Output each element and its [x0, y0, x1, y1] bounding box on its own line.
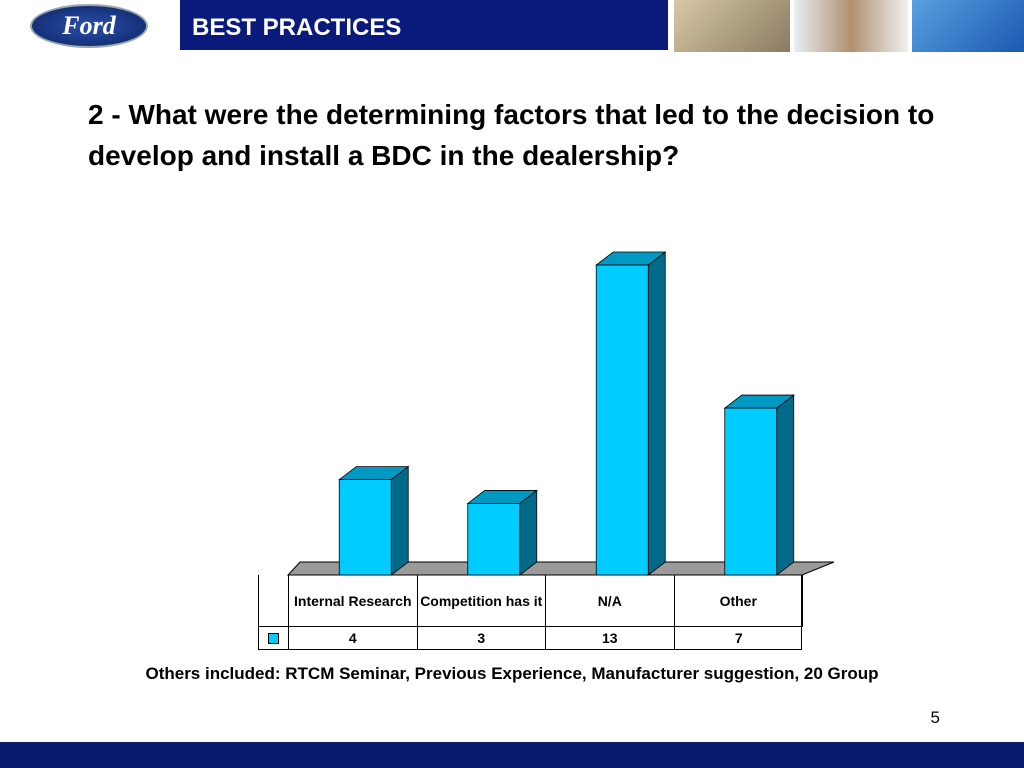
value-label: 3 [418, 627, 546, 649]
section-title: BEST PRACTICES [180, 0, 668, 50]
legend-swatch [268, 632, 279, 644]
value-label: 4 [289, 627, 418, 649]
ford-logo: Ford [30, 4, 148, 48]
bar [595, 264, 649, 576]
category-label: Competition has it [417, 575, 546, 627]
bar [724, 407, 778, 576]
bar [467, 503, 521, 576]
bar-side [776, 394, 795, 576]
slide-title: 2 - What were the determining factors th… [88, 99, 935, 171]
value-label: 13 [546, 627, 675, 649]
bar [338, 479, 392, 576]
category-label: N/A [546, 575, 675, 627]
bar-side [647, 251, 666, 576]
bar-side [390, 465, 409, 576]
photo [674, 0, 790, 52]
footer-bar [0, 742, 1024, 768]
value-label: 7 [734, 630, 743, 646]
legend-cell [259, 627, 289, 649]
photo [794, 0, 908, 52]
category-label: Internal Research [289, 575, 418, 627]
page-number: 5 [930, 708, 940, 727]
table-corner [259, 575, 289, 627]
chart [286, 251, 835, 576]
data-table: Internal Research 4 Competition has it 3 N/A… [258, 575, 803, 650]
photo [912, 0, 1024, 52]
bar-side [519, 489, 538, 576]
note: Others included: RTCM Seminar, Previous … [145, 664, 879, 683]
category-label: Other [674, 575, 803, 627]
